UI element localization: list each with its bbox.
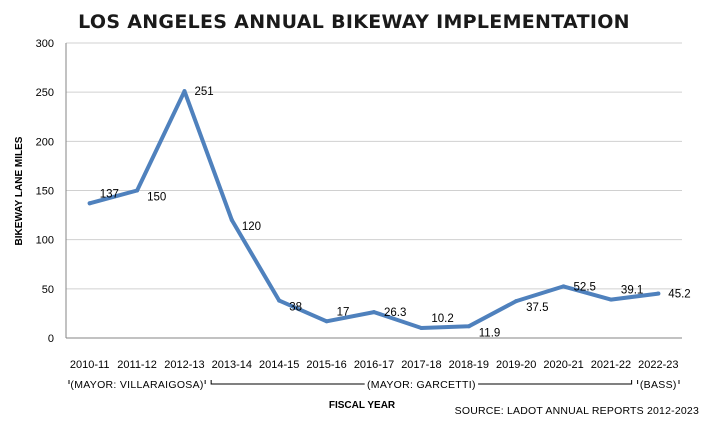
- y-tick-label: 50: [42, 284, 54, 296]
- data-label: 17: [337, 306, 350, 318]
- data-label: 150: [147, 192, 166, 204]
- y-tick-label: 200: [36, 136, 54, 148]
- data-point: [419, 325, 424, 330]
- era-label: (MAYOR: VILLARAIGOSA): [70, 379, 203, 391]
- data-point: [182, 89, 187, 94]
- data-label: 39.1: [621, 285, 643, 297]
- x-tick-label: 2018-19: [449, 359, 489, 371]
- data-point: [372, 310, 376, 315]
- y-tick-label: 150: [36, 186, 54, 198]
- y-axis-ticks: 0 50 100 150 200 250 300: [36, 38, 54, 345]
- y-tick-label: 250: [36, 87, 54, 99]
- x-tick-label: 2013-14: [212, 359, 252, 371]
- x-tick-label: 2021-22: [591, 359, 631, 371]
- data-labels: 137 150 251 120 38 17 26.3 10.2 11.9 37.5 52.5 39.1…: [100, 86, 691, 339]
- data-point: [277, 298, 282, 303]
- era-bracket-right: [478, 380, 633, 385]
- x-tick-label: 2019-20: [496, 359, 536, 371]
- x-tick-label: 2016-17: [354, 359, 394, 371]
- data-point: [229, 218, 234, 222]
- x-tick-label: 2012-13: [164, 359, 204, 371]
- x-axis-ticks: 2010-11 2011-12 2012-13 2013-14 2014-15 2015-…: [70, 359, 679, 371]
- data-label: 38: [289, 302, 302, 314]
- era-label: (MAYOR: GARCETTI): [367, 379, 476, 391]
- data-label: 137: [100, 188, 119, 200]
- x-tick-label: 2010-11: [70, 359, 110, 371]
- x-tick-label: 2022-23: [638, 359, 678, 371]
- grid: [65, 42, 682, 339]
- x-tick-label: 2015-16: [306, 359, 346, 371]
- era-brackets: (MAYOR: VILLARAIGOSA) (MAYOR: GARCETTI) (B…: [68, 379, 680, 391]
- data-label: 11.9: [479, 327, 501, 339]
- data-point: [324, 319, 329, 324]
- data-point: [87, 201, 92, 206]
- era-label: (BASS): [640, 379, 677, 391]
- era-bracket-left: [210, 380, 365, 385]
- data-label: 10.2: [431, 313, 453, 325]
- data-label: 251: [194, 86, 213, 98]
- source-note: SOURCE: LADOT ANNUAL REPORTS 2012-2023: [455, 405, 699, 417]
- x-tick-label: 2014-15: [259, 359, 299, 371]
- data-label: 52.5: [574, 281, 596, 293]
- series-layer: [87, 89, 661, 330]
- y-tick-label: 100: [36, 235, 54, 247]
- data-label: 45.2: [668, 289, 690, 301]
- data-label: 37.5: [526, 302, 548, 314]
- data-label: 120: [242, 221, 261, 233]
- x-tick-label: 2017-18: [401, 359, 441, 371]
- data-label: 26.3: [384, 307, 406, 319]
- x-axis-label: FISCAL YEAR: [329, 400, 396, 411]
- data-point: [656, 291, 661, 296]
- data-point: [608, 297, 613, 302]
- y-tick-label: 0: [48, 333, 54, 345]
- data-point: [466, 324, 471, 329]
- data-point: [514, 299, 519, 304]
- x-tick-label: 2011-12: [117, 359, 157, 371]
- y-tick-label: 300: [36, 38, 54, 50]
- data-point: [135, 188, 140, 193]
- data-point: [561, 284, 566, 289]
- chart-title: LOS ANGELES ANNUAL BIKEWAY IMPLEMENTATIO…: [78, 11, 630, 33]
- x-tick-label: 2020-21: [543, 359, 583, 371]
- y-axis-label: BIKEWAY LANE MILES: [14, 136, 25, 245]
